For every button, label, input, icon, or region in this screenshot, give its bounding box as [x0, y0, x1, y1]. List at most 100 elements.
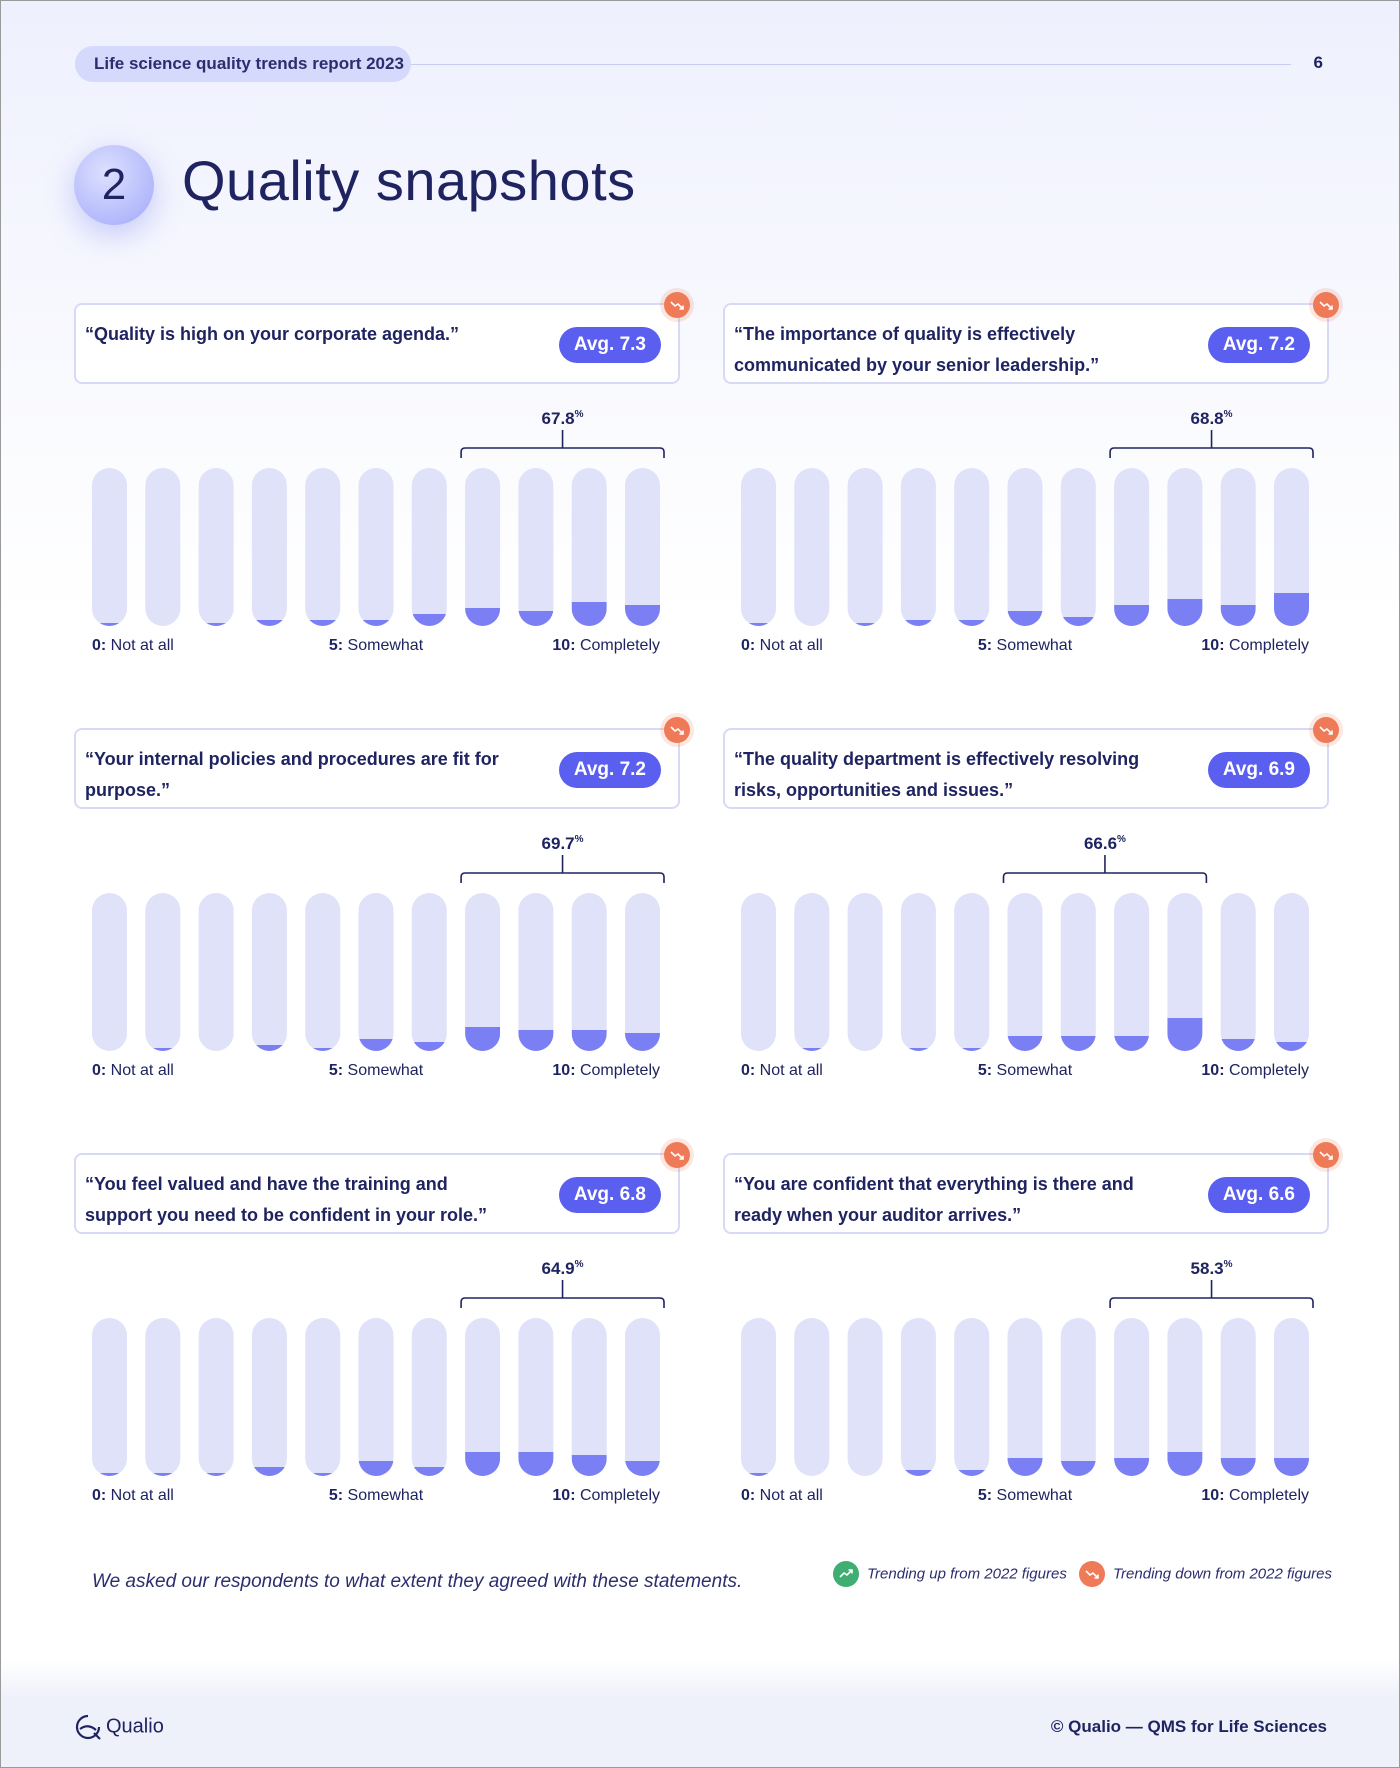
axis-label: 0: Not at all [92, 1062, 174, 1079]
snapshot-panel: “Your internal policies and procedures a… [74, 717, 690, 1079]
bar-track [794, 468, 830, 626]
bar-track [794, 893, 830, 1051]
footer-brand: Qualio [74, 1713, 164, 1741]
statement-text: “Your internal policies and procedures a… [85, 749, 499, 800]
bar-value [1274, 1042, 1309, 1051]
trending-down-icon [1079, 1561, 1105, 1587]
axis-label: 0: Not at all [92, 1487, 174, 1504]
bar-track [900, 468, 936, 626]
bar-track [1167, 893, 1203, 1051]
statement-box: “Your internal policies and procedures a… [74, 717, 690, 809]
bar-track [465, 468, 501, 626]
axis-label: 5: Somewhat [329, 1062, 424, 1079]
bar-value [251, 1045, 287, 1051]
axis-label: 10: Completely [1201, 1062, 1309, 1079]
bar-track [358, 468, 394, 626]
bar-value [1060, 1036, 1096, 1051]
bar-track [1114, 893, 1150, 1051]
bar-track [571, 1318, 607, 1476]
average-badge: Avg. 6.8 [558, 1177, 661, 1213]
average-badge: Avg. 6.6 [1207, 1177, 1310, 1213]
legend-down-label: Trending down from 2022 figures [1113, 1565, 1333, 1583]
statement-box: “Quality is high on your corporate agend… [74, 292, 690, 384]
bar-value [1114, 605, 1150, 626]
bar-track [847, 468, 883, 626]
trending-up-icon [833, 1561, 859, 1587]
bar-track [145, 893, 181, 1051]
bar-track [251, 1318, 287, 1476]
bar-track [92, 893, 127, 1051]
bar-track [900, 1318, 936, 1476]
top-range-bracket [460, 430, 665, 458]
axis-label: 5: Somewhat [329, 637, 424, 654]
bar-track [1060, 468, 1096, 626]
bar-track [1220, 893, 1256, 1051]
bar-track [518, 468, 554, 626]
bar-track [1007, 1318, 1043, 1476]
bar-value [847, 623, 883, 626]
bar-track [305, 468, 341, 626]
bar-track [847, 1318, 883, 1476]
bar-track [145, 468, 181, 626]
top-range-percent: 68.8% [1191, 409, 1233, 428]
bar-track [1167, 468, 1203, 626]
statement-box: “You feel valued and have the training a… [74, 1142, 690, 1234]
bar-value [1220, 1458, 1256, 1476]
bar-track [198, 1318, 234, 1476]
top-range-percent: 66.6% [1084, 834, 1126, 853]
bar-track [794, 1318, 830, 1476]
axis-label: 5: Somewhat [978, 637, 1073, 654]
bar-track [1060, 893, 1096, 1051]
bar-value [358, 1461, 394, 1476]
bar-value [411, 614, 447, 626]
snapshot-panel: “You are confident that everything is th… [723, 1142, 1339, 1504]
bar-track [1274, 893, 1309, 1051]
bar-value [1114, 1036, 1150, 1051]
bar-value [571, 1030, 607, 1051]
statement-text: “You feel valued and have the training a… [85, 1174, 488, 1225]
bar-value [358, 1039, 394, 1051]
bar-value [1220, 605, 1256, 626]
bar-value [1167, 599, 1203, 626]
top-range-bracket [460, 855, 665, 883]
bar-track [1060, 1318, 1096, 1476]
bar-track [1114, 468, 1150, 626]
report-title-pill: Life science quality trends report 2023 [75, 46, 411, 82]
axis-label: 5: Somewhat [978, 1487, 1073, 1504]
distribution-chart: 68.8% 0: Not at all 5: Somewhat 10: Complet… [741, 409, 1314, 654]
bar-value [571, 1455, 607, 1476]
bar-track [411, 1318, 447, 1476]
qualio-logo-icon [74, 1713, 102, 1741]
bar-value [465, 1027, 501, 1051]
bar-track [954, 1318, 990, 1476]
bar-value [1274, 1458, 1309, 1476]
bar-track [847, 893, 883, 1051]
average-badge: Avg. 7.3 [558, 327, 661, 363]
bar-track [954, 468, 990, 626]
top-range-percent: 69.7% [542, 834, 584, 853]
distribution-chart: 69.7% 0: Not at all 5: Somewhat 10: Complet… [92, 834, 665, 1079]
bar-track [518, 893, 554, 1051]
bar-track [900, 893, 936, 1051]
bar-value [358, 620, 394, 626]
bar-track [305, 893, 341, 1051]
top-range-bracket [1002, 855, 1208, 883]
trending-down-icon [1313, 292, 1339, 318]
trending-down-icon [664, 717, 690, 743]
bar-track [1114, 1318, 1150, 1476]
bar-value [92, 623, 127, 626]
axis-label: 0: Not at all [92, 637, 174, 654]
section-number-badge: 2 [74, 145, 154, 225]
bar-value [900, 1470, 936, 1476]
snapshot-panel: “You feel valued and have the training a… [74, 1142, 690, 1504]
bar-track [1007, 468, 1043, 626]
top-range-percent: 67.8% [542, 409, 584, 428]
bar-track [1007, 893, 1043, 1051]
bar-value [1114, 1458, 1150, 1476]
bar-track [465, 1318, 501, 1476]
axis-label: 5: Somewhat [978, 1062, 1073, 1079]
bar-track [251, 468, 287, 626]
bar-value [518, 1030, 554, 1051]
bar-value [92, 1473, 127, 1476]
statement-box: “You are confident that everything is th… [723, 1142, 1339, 1234]
